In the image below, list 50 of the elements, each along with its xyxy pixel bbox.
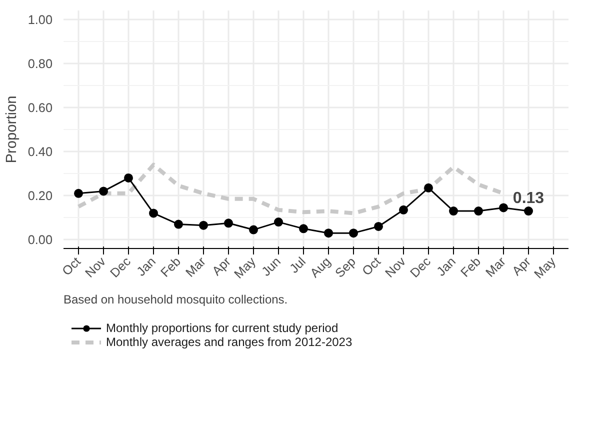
point <box>474 206 483 216</box>
x-tick-label: Feb <box>158 254 184 280</box>
x-tick-label: Jan <box>134 254 158 279</box>
point <box>374 222 383 231</box>
y-tick-label: 0.60 <box>28 100 53 115</box>
point <box>74 188 83 198</box>
x-tick-label: Feb <box>458 254 484 280</box>
legend-label: Monthly averages and ranges from 2012-2023 <box>106 335 352 349</box>
data-label: 0.13 <box>512 190 544 208</box>
x-tick-label: Jul <box>287 254 308 276</box>
x-tick-label: Mar <box>483 254 508 280</box>
point <box>249 225 258 234</box>
point <box>499 203 508 212</box>
point <box>224 218 233 228</box>
x-tick-label: Apr <box>510 254 534 278</box>
point <box>524 206 533 216</box>
point <box>174 220 183 229</box>
point <box>424 183 433 192</box>
point <box>449 206 458 216</box>
y-tick-label: 0.00 <box>28 233 53 248</box>
point <box>274 218 283 227</box>
y-axis-title: Proportion <box>4 96 20 164</box>
x-tick-label: Jan <box>434 254 458 279</box>
legend-label: Monthly proportions for current study period <box>106 321 338 335</box>
x-tick-label: Sep <box>332 254 358 280</box>
point <box>399 205 408 214</box>
x-tick-label: Oct <box>360 254 384 278</box>
point <box>324 228 333 238</box>
point <box>99 186 108 196</box>
x-tick-label: Oct <box>60 254 84 278</box>
x-tick-label: Mar <box>183 254 208 280</box>
point <box>199 220 208 230</box>
point <box>349 228 358 238</box>
point <box>299 224 308 234</box>
x-tick-label: Nov <box>82 254 109 280</box>
x-tick-label: May <box>232 254 259 282</box>
x-tick-label: Jun <box>259 254 284 279</box>
y-tick-label: 1.00 <box>28 12 53 27</box>
y-tick-label: 0.80 <box>28 56 53 71</box>
text: Based on household mosquito collections. <box>64 292 288 306</box>
x-tick-label: Nov <box>382 254 409 280</box>
x-tick-label: Aug <box>308 254 334 280</box>
y-tick-label: 0.40 <box>28 145 53 160</box>
point <box>124 173 133 182</box>
x-tick-label: Dec <box>108 254 134 280</box>
x-tick-label: Dec <box>408 254 434 280</box>
x-tick-label: Apr <box>210 254 234 278</box>
point <box>149 208 158 218</box>
y-tick-label: 0.20 <box>28 189 53 204</box>
x-tick-label: May <box>532 254 559 282</box>
